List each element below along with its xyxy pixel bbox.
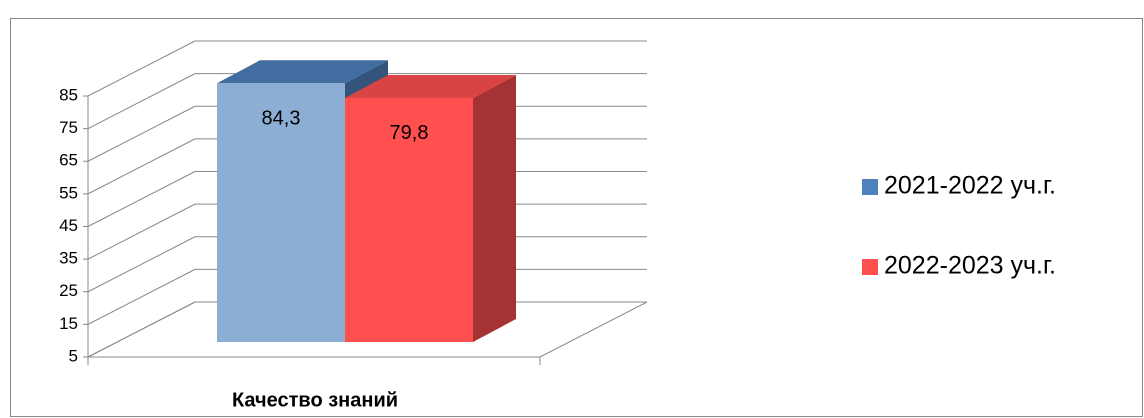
bar-side	[473, 74, 516, 342]
legend-swatch	[862, 259, 878, 275]
grid-line	[87, 268, 196, 325]
y-tick-label: 35	[59, 249, 78, 268]
grid-line	[87, 203, 196, 260]
bar-front-tint	[217, 83, 345, 342]
data-label: 79,8	[390, 122, 429, 144]
y-tick-label: 75	[59, 118, 78, 137]
grid-line	[87, 105, 196, 162]
x-tick-label: Качество знаний	[232, 389, 398, 411]
y-tick-label: 25	[59, 281, 78, 300]
data-label: 84,3	[262, 108, 301, 130]
chart-frame	[10, 18, 1143, 417]
bar-top	[217, 60, 388, 84]
bar-top-shade	[345, 74, 516, 98]
y-tick-label: 45	[59, 216, 78, 235]
bar-front	[345, 97, 473, 342]
grid-line	[87, 301, 196, 358]
grid-line	[87, 40, 196, 97]
y-tick-label: 15	[59, 314, 78, 333]
y-tick-label: 65	[59, 151, 78, 170]
legend-swatch	[862, 179, 878, 195]
bar-side-shade	[473, 74, 516, 342]
legend-label: 2022-2023 уч.г.	[884, 252, 1056, 280]
grid-line	[87, 138, 196, 195]
y-tick-label: 55	[59, 183, 78, 202]
bar-front	[217, 83, 345, 342]
y-tick-label: 5	[69, 346, 78, 365]
grid-line	[87, 171, 196, 227]
bar-top	[345, 74, 516, 98]
bar	[345, 74, 516, 342]
legend-label: 2021-2022 уч.г.	[884, 172, 1056, 200]
grid-line	[87, 236, 196, 293]
grid-line	[87, 73, 196, 130]
y-tick-label: 85	[59, 85, 78, 104]
bar-top-shade	[217, 60, 388, 84]
